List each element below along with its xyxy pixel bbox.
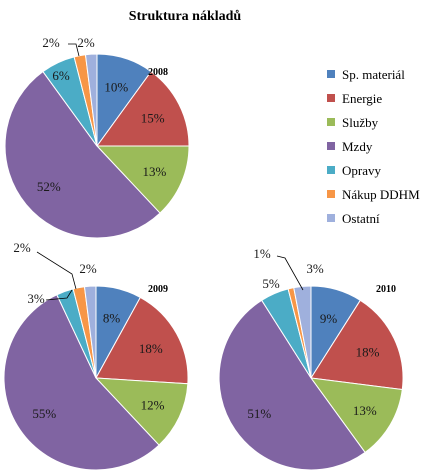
pie-2009: 8% 18% 12% 55% 3% 2% 2% 2009 [3,240,189,471]
slice-label-2010-2: 18% [356,344,380,359]
legend-swatch-7 [327,214,335,222]
pie-slice-2008-3 [95,145,190,214]
legend-label-2: Energie [342,91,382,106]
slice-label-2010-3: 13% [353,403,377,418]
legend-swatch-4 [327,142,335,150]
pie-slice-2010-3 [309,377,403,454]
leader-line-2010-6 [276,255,304,291]
legend-swatch-6 [327,190,335,198]
pie-year-label-2009: 2009 [148,284,168,295]
legend: Sp. materiál Energie Služby Mzdy Opravy Nákup… [327,67,420,226]
legend-label-5: Opravy [342,163,381,178]
slice-label-2009-6: 2% [13,240,31,255]
slice-label-2009-7: 2% [79,261,97,276]
leader-line-2009-5 [45,289,73,301]
pies-group: 10% 15% 13% 52% 6% 2% 2% 2008 8% 18% 12% 55% 3% 2% 2% 2… [3,35,404,471]
slice-label-2010-1: 9% [320,311,338,326]
slice-label-2008-2: 15% [141,111,165,126]
legend-label-3: Služby [342,115,379,130]
slice-label-2008-7: 2% [77,35,95,50]
legend-label-6: Nákup DDHM [342,187,420,202]
slice-label-2009-3: 12% [141,398,165,413]
chart-title: Struktura nákladů [129,9,242,24]
pie-slice-2010-7 [293,285,312,379]
leader-line-2009-6 [36,251,77,290]
slice-label-2008-1: 10% [104,80,128,95]
slice-label-2010-7: 3% [306,261,324,276]
legend-swatch-2 [327,94,335,102]
slice-label-2009-5: 3% [27,291,45,306]
pie-slice-2009-2 [95,296,189,385]
pie-slice-2010-4 [218,299,366,471]
pie-slice-2008-2 [96,70,190,147]
pie-slice-2008-7 [84,53,98,147]
legend-swatch-3 [327,118,335,126]
legend-swatch-1 [327,70,335,78]
pie-year-label-2010: 2010 [376,284,396,295]
legend-label-1: Sp. materiál [342,67,405,82]
pie-2010: 9% 18% 13% 51% 5% 1% 3% 2010 [218,246,404,471]
slice-label-2009-4: 55% [32,406,56,421]
slice-label-2008-4: 52% [37,179,61,194]
legend-label-4: Mzdy [342,139,373,154]
pie-slice-2009-4 [3,294,160,471]
slice-label-2009-2: 18% [139,341,163,356]
slice-label-2010-5: 5% [262,276,280,291]
pie-slice-2010-2 [310,299,404,391]
slice-label-2008-5: 6% [52,68,70,83]
pie-slice-2008-4 [4,70,161,239]
legend-label-7: Ostatní [342,211,380,226]
legend-box [318,58,436,234]
slice-label-2008-6: 2% [42,35,60,50]
pie-slice-2009-7 [83,285,97,379]
slice-label-2010-6: 1% [253,246,271,261]
pie-slice-2009-3 [94,377,189,446]
slice-label-2008-3: 13% [142,164,166,179]
slice-label-2009-1: 8% [103,310,121,325]
pie-year-label-2008: 2008 [148,67,168,78]
pie-2008: 10% 15% 13% 52% 6% 2% 2% 2008 [4,35,190,239]
leader-line-2008-6 [68,43,80,57]
slice-label-2010-4: 51% [247,406,271,421]
legend-swatch-5 [327,166,335,174]
